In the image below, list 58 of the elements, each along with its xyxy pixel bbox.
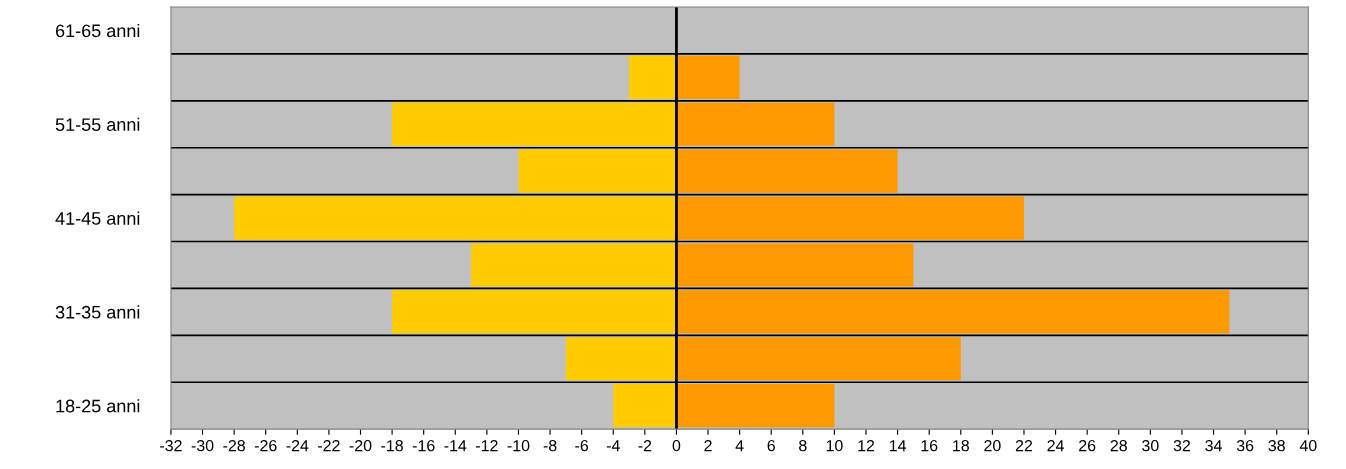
bar [629,55,677,99]
x-tick-label: -20 [349,439,372,452]
x-tick-label: -14 [444,440,467,452]
x-tick-label: 10 [826,439,843,452]
x-tick-label: 28 [1110,439,1127,452]
x-tick-label: -24 [286,439,309,452]
x-tick-label: 22 [1015,439,1033,452]
bar [392,102,677,146]
x-tick-label: 18 [953,439,969,452]
x-tick-label: 12 [858,439,875,452]
x-tick-label: 30 [1142,439,1159,452]
x-tick-label: -6 [575,439,589,452]
x-tick-label: 16 [921,439,938,452]
bar [392,290,677,334]
bar [676,149,898,193]
x-tick-label: -2 [638,439,652,452]
y-tick-label: 31-35 anni [55,305,140,319]
x-tick-label: 20 [984,439,1001,452]
x-tick-label: -16 [412,439,435,452]
x-tick-label: 38 [1268,439,1285,452]
x-tick-label: 32 [1173,439,1191,452]
bar [518,149,677,193]
bar [471,243,677,287]
x-tick-label: -26 [254,439,277,452]
bar [676,102,835,146]
bar [676,290,1230,334]
x-tick-label: -10 [507,439,530,452]
bar [234,196,677,240]
y-tick-label: 18-25 anni [56,399,140,413]
x-tick-label: 26 [1079,439,1096,452]
x-tick-label: -4 [606,440,620,452]
x-tick-label: 40 [1299,439,1317,452]
bar [676,55,740,99]
bar [676,196,1024,240]
x-tick-label: 36 [1236,439,1254,452]
x-tick-label: 14 [889,440,907,452]
bar [676,384,835,428]
x-tick-label: 6 [767,439,775,452]
x-tick-label: -30 [191,439,214,452]
x-tick-label: -18 [381,439,403,452]
bar [565,337,677,381]
y-tick-label: 41-45 anni [55,211,140,225]
x-tick-label: -22 [318,439,340,452]
y-tick-label: 61-65 anni [55,23,140,38]
x-tick-label: -28 [223,439,245,452]
y-tick-label: 51-55 anni [55,117,140,132]
x-tick-label: 0 [672,439,681,452]
x-tick-label: -8 [543,439,557,452]
x-tick-label: -12 [476,439,498,452]
bar [613,384,677,428]
x-tick-label: 2 [704,439,712,452]
x-tick-label: -32 [160,439,182,452]
x-tick-label: 8 [799,439,807,452]
x-tick-label: 4 [735,440,744,452]
bar [676,243,914,287]
x-tick-label: 34 [1205,439,1222,452]
bar [676,337,961,381]
x-tick-label: 24 [1047,439,1064,452]
